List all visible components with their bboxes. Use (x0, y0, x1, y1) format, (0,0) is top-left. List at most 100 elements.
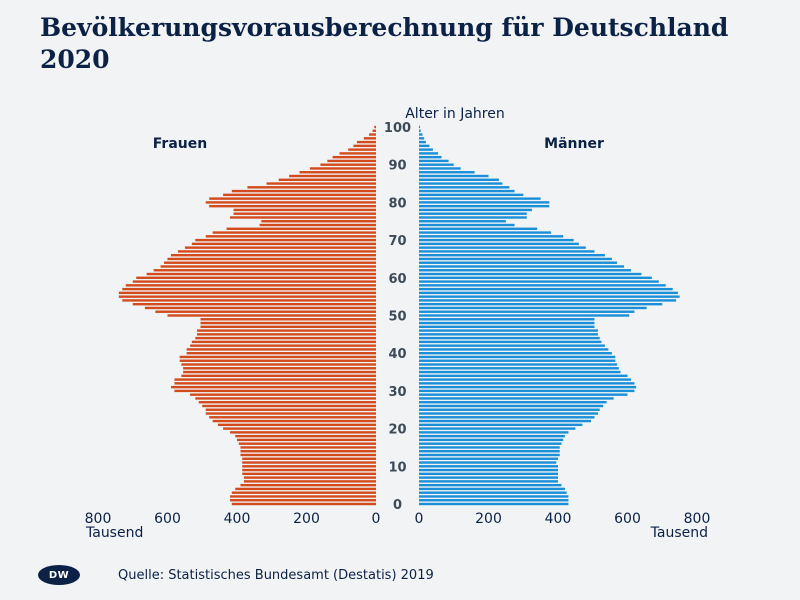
bar-maenner-age-4 (419, 487, 565, 491)
bar-maenner-age-19 (419, 431, 569, 434)
bar-maenner-age-14 (419, 450, 560, 453)
bar-frauen-age-72 (212, 231, 376, 234)
bar-maenner-age-41 (419, 348, 609, 351)
bar-maenner-age-22 (419, 419, 592, 423)
bar-maenner-age-89 (419, 167, 461, 170)
bar-maenner-age-1 (419, 499, 569, 502)
bar-frauen-age-47 (200, 325, 376, 329)
bar-maenner-age-71 (419, 235, 564, 238)
bar-maenner-age-45 (419, 333, 598, 336)
bar-frauen-age-0 (231, 502, 376, 506)
bar-maenner-age-77 (419, 212, 527, 215)
bar-maenner-age-51 (419, 310, 635, 313)
bar-maenner-age-12 (419, 457, 558, 460)
frauen-bars (118, 125, 376, 506)
bar-frauen-age-20 (223, 427, 376, 430)
bar-maenner-age-92 (419, 155, 442, 159)
bar-maenner-age-56 (419, 291, 678, 295)
bar-maenner-age-24 (419, 412, 598, 415)
bar-maenner-age-21 (419, 423, 583, 427)
bar-maenner-age-83 (419, 189, 515, 193)
bar-maenner-age-37 (419, 363, 618, 366)
age-tick-80: 80 (388, 196, 406, 211)
bar-frauen-age-39 (179, 355, 376, 359)
bar-maenner-age-95 (419, 144, 430, 148)
bar-frauen-age-17 (237, 438, 376, 442)
bar-frauen-age-83 (231, 189, 376, 193)
bar-frauen-age-1 (230, 499, 376, 502)
bar-frauen-age-35 (183, 370, 376, 374)
x-tick-right-0: 0 (415, 511, 424, 527)
bar-frauen-age-98 (369, 133, 376, 136)
bar-maenner-age-38 (419, 359, 616, 362)
bar-frauen-age-43 (191, 340, 376, 344)
bar-frauen-age-55 (118, 295, 376, 298)
bar-maenner-age-64 (419, 261, 618, 264)
bar-frauen-age-34 (181, 374, 376, 378)
x-tick-left-800: 800 (85, 511, 112, 527)
bar-maenner-age-80 (419, 201, 550, 204)
bar-maenner-age-9 (419, 468, 558, 472)
bar-frauen-age-51 (155, 310, 376, 313)
bar-frauen-age-90 (320, 163, 376, 166)
bar-maenner-age-50 (419, 314, 630, 317)
bar-maenner-age-55 (419, 295, 680, 298)
bar-frauen-age-64 (164, 261, 376, 264)
bar-maenner-age-54 (419, 299, 677, 302)
bar-frauen-age-73 (226, 227, 376, 230)
bar-frauen-age-19 (230, 431, 376, 434)
bar-frauen-age-31 (170, 385, 376, 389)
bar-maenner-age-28 (419, 397, 614, 400)
bar-maenner-age-59 (419, 280, 659, 283)
bar-maenner-age-18 (419, 434, 565, 438)
bar-maenner-age-82 (419, 193, 524, 197)
legend-frauen: Frauen (153, 136, 207, 152)
bar-maenner-age-35 (419, 370, 621, 374)
age-tick-30: 30 (388, 385, 406, 400)
bar-frauen-age-37 (181, 363, 376, 366)
bar-maenner-age-57 (419, 287, 673, 291)
bar-maenner-age-100 (419, 125, 421, 129)
x-tick-left-200: 200 (293, 511, 320, 527)
bar-maenner-age-58 (419, 284, 666, 287)
bar-frauen-age-79 (209, 204, 376, 208)
bar-maenner-age-90 (419, 163, 454, 166)
bar-frauen-age-53 (132, 302, 376, 306)
bar-maenner-age-70 (419, 238, 574, 242)
bar-maenner-age-26 (419, 404, 604, 408)
bar-maenner-age-67 (419, 250, 595, 253)
x-tick-right-600: 600 (614, 511, 641, 527)
bar-maenner-age-13 (419, 453, 560, 457)
bar-maenner-age-85 (419, 182, 503, 185)
bar-maenner-age-69 (419, 242, 579, 246)
bar-maenner-age-53 (419, 302, 663, 306)
bar-frauen-age-10 (242, 465, 376, 468)
age-tick-70: 70 (388, 234, 406, 249)
bar-frauen-age-50 (167, 314, 376, 317)
bar-frauen-age-24 (205, 412, 376, 415)
bar-maenner-age-47 (419, 325, 595, 329)
age-tick-10: 10 (388, 460, 406, 475)
bar-frauen-age-61 (146, 272, 376, 276)
bar-maenner-age-87 (419, 174, 489, 178)
bar-frauen-age-23 (209, 416, 376, 419)
bar-frauen-age-7 (243, 476, 376, 479)
bar-maenner-age-91 (419, 159, 449, 163)
bar-frauen-age-52 (144, 306, 376, 310)
bar-frauen-age-36 (183, 367, 376, 370)
bar-frauen-age-70 (195, 238, 376, 242)
x-tick-right-400: 400 (545, 511, 572, 527)
bar-maenner-age-44 (419, 336, 600, 340)
bar-frauen-age-41 (186, 348, 376, 351)
bar-maenner-age-97 (419, 137, 425, 140)
bar-maenner-age-48 (419, 321, 595, 325)
bar-frauen-age-29 (190, 393, 376, 396)
bar-frauen-age-44 (195, 336, 376, 340)
bar-maenner-age-5 (419, 483, 562, 487)
bar-maenner-age-2 (419, 495, 569, 498)
bar-frauen-age-65 (167, 257, 376, 261)
bar-maenner-age-0 (419, 502, 569, 506)
bar-frauen-age-8 (242, 472, 376, 476)
bar-frauen-age-40 (186, 352, 376, 355)
